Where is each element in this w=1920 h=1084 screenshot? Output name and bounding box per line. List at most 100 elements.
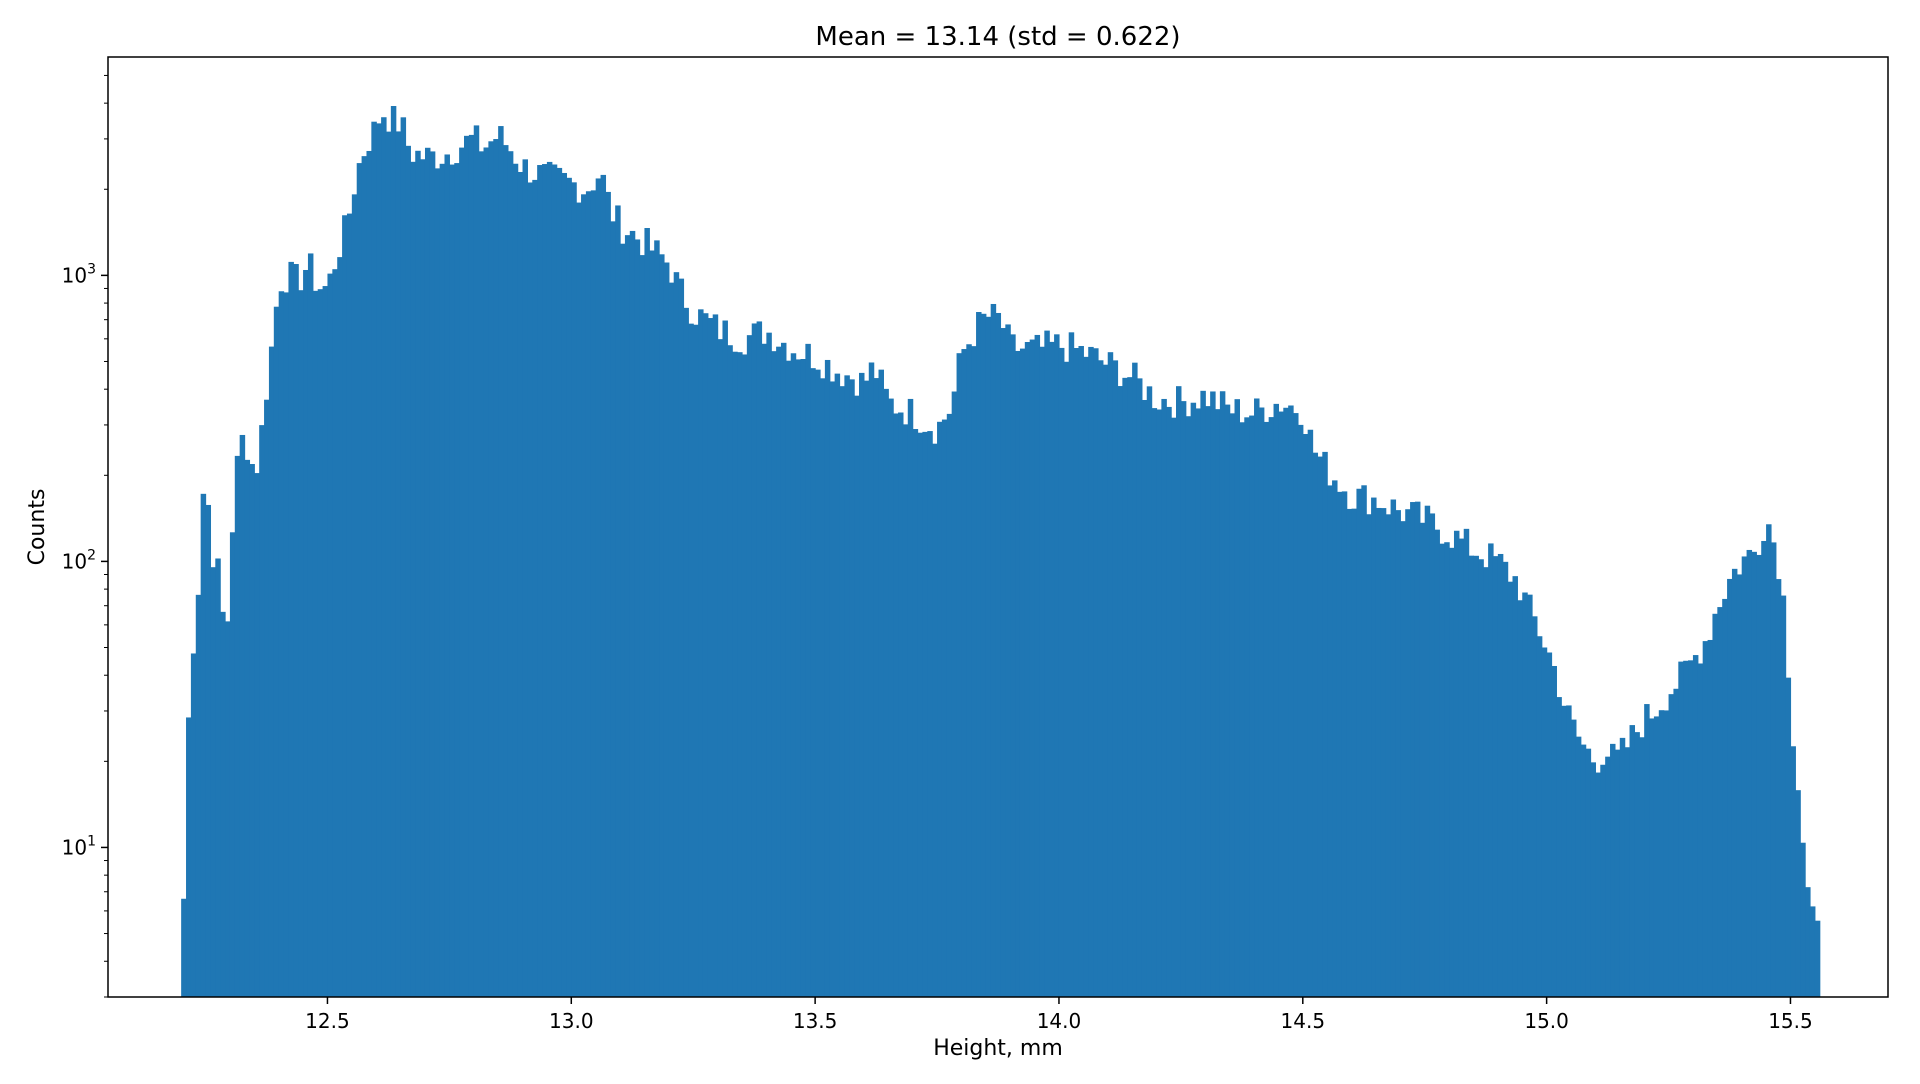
x-tick-label: 15.0 — [1524, 1009, 1569, 1033]
histogram-bar — [771, 351, 777, 997]
histogram-bar — [1322, 451, 1328, 997]
histogram-bar — [1215, 409, 1221, 997]
histogram-bar — [1766, 524, 1772, 997]
histogram-bar — [517, 171, 524, 998]
histogram-bar — [1546, 652, 1553, 997]
histogram-bar — [1488, 543, 1494, 997]
histogram-bar — [1463, 528, 1470, 997]
histogram-bar — [1058, 347, 1065, 997]
histogram-bar — [1083, 356, 1089, 998]
histogram-bar — [1366, 514, 1372, 997]
histogram-bar — [1224, 404, 1231, 998]
histogram-bar — [332, 269, 338, 997]
x-tick-label: 14.0 — [1037, 1009, 1082, 1033]
histogram-bar — [1229, 413, 1236, 998]
histogram-bar — [1551, 665, 1557, 997]
histogram-bar — [478, 151, 485, 997]
y-tick-base: 10 — [62, 835, 87, 859]
histogram-bar — [1141, 399, 1148, 997]
histogram-bar — [1644, 704, 1650, 997]
histogram-bar — [1658, 710, 1665, 997]
histogram-bar — [1180, 401, 1187, 997]
histogram-bar — [922, 431, 928, 997]
histogram-bar — [1302, 434, 1309, 997]
histogram-bar — [815, 369, 821, 997]
histogram-bar — [1132, 362, 1138, 997]
histogram-bar — [1649, 718, 1655, 997]
histogram-bar — [1210, 391, 1216, 998]
histogram-bar — [1610, 743, 1616, 997]
histogram-bar — [1015, 350, 1021, 998]
histogram-bar — [600, 174, 607, 997]
histogram-bar — [990, 303, 997, 998]
histogram-bar — [946, 413, 953, 997]
x-tick-label: 14.5 — [1281, 1009, 1326, 1033]
histogram-bar — [1068, 332, 1075, 998]
histogram-bar — [683, 307, 689, 997]
histogram-bar — [200, 493, 207, 997]
histogram-bar — [351, 194, 358, 998]
histogram-bar — [663, 262, 670, 997]
histogram-bar — [1390, 499, 1397, 997]
histogram-bar — [1307, 429, 1314, 997]
histogram-bar — [1000, 328, 1006, 997]
histogram-bar — [1795, 790, 1801, 997]
histogram-bar — [751, 323, 758, 998]
histogram-bar — [229, 532, 236, 997]
histogram-bar — [912, 429, 919, 997]
histogram-bar — [1770, 542, 1777, 997]
histogram-bar — [722, 320, 728, 997]
histogram-bar — [1751, 551, 1757, 997]
histogram-bar — [381, 117, 387, 998]
histogram-bar — [420, 159, 426, 997]
histogram-bar — [1575, 736, 1582, 997]
histogram-bar — [917, 432, 924, 998]
histogram-bar — [1746, 549, 1753, 997]
histogram-bar — [620, 243, 626, 997]
y-tick-base: 10 — [62, 263, 87, 287]
histogram-bar — [829, 381, 836, 998]
histogram-bar — [1288, 405, 1294, 997]
histogram-bar — [1161, 398, 1167, 997]
histogram-bar — [741, 354, 748, 998]
histogram-bar — [654, 240, 660, 997]
histogram-bar — [702, 313, 709, 998]
histogram-bar — [1312, 452, 1319, 997]
histogram-bar — [766, 332, 772, 997]
histogram-bar — [1668, 694, 1675, 997]
histogram-bar — [459, 147, 465, 998]
histogram-bar — [1063, 361, 1070, 997]
histogram-bar — [322, 286, 329, 997]
histogram-bar — [732, 351, 738, 998]
histogram-bar — [1429, 513, 1436, 997]
histogram-bar — [1117, 386, 1123, 997]
histogram-bar — [1234, 399, 1240, 997]
histogram-bar — [615, 205, 621, 997]
histogram-bar — [1097, 360, 1104, 997]
histogram-bar — [1049, 341, 1055, 997]
histogram-bar — [1731, 568, 1738, 997]
histogram-bar — [1200, 390, 1206, 998]
histogram-bar — [1146, 386, 1153, 998]
histogram-bar — [1478, 559, 1484, 997]
histogram-bar — [464, 135, 470, 998]
histogram-bar — [956, 353, 963, 997]
x-tick-label: 15.5 — [1768, 1009, 1813, 1033]
histogram-bar — [220, 611, 226, 997]
histogram-bar — [780, 342, 787, 997]
histogram-bar — [693, 324, 699, 997]
histogram-bar — [527, 182, 533, 998]
histogram-bar — [932, 443, 938, 997]
histogram-bar — [605, 191, 611, 998]
histogram-bar — [585, 191, 592, 997]
histogram-bar — [1785, 677, 1792, 997]
histogram-bar — [776, 346, 782, 997]
histogram-bar — [966, 344, 972, 997]
histogram-bar — [1010, 334, 1016, 997]
histogram-bar — [1809, 906, 1816, 997]
histogram-bar — [444, 154, 450, 998]
histogram-bar — [1707, 639, 1714, 997]
histogram-bar — [571, 182, 577, 998]
y-tick-label: 102 — [62, 547, 96, 573]
histogram-bar — [888, 398, 894, 998]
